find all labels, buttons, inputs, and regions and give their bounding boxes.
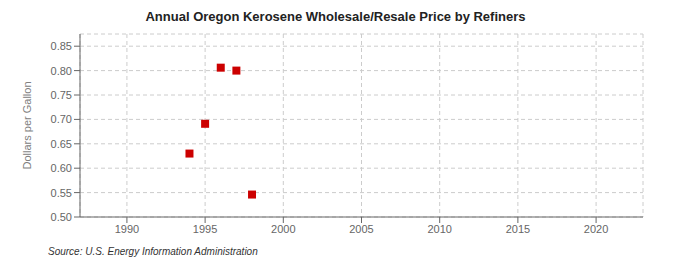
svg-text:0.75: 0.75 <box>51 89 72 101</box>
svg-text:0.55: 0.55 <box>51 187 72 199</box>
svg-text:Dollars per Gallon: Dollars per Gallon <box>21 81 33 169</box>
svg-text:0.80: 0.80 <box>51 65 72 77</box>
svg-text:2020: 2020 <box>584 223 608 235</box>
svg-text:2015: 2015 <box>506 223 530 235</box>
svg-text:0.65: 0.65 <box>51 138 72 150</box>
html-text:Source: U.S. Energy Informatio: Source: U.S. Energy Information Administ… <box>48 246 258 257</box>
svg-text:1995: 1995 <box>193 223 217 235</box>
svg-text:2005: 2005 <box>349 223 373 235</box>
svg-text:0.70: 0.70 <box>51 113 72 125</box>
svg-text:2010: 2010 <box>427 223 451 235</box>
svg-text:0.60: 0.60 <box>51 162 72 174</box>
svg-text:0.50: 0.50 <box>51 211 72 223</box>
html-text:Annual Oregon Kerosene Wholesa: Annual Oregon Kerosene Wholesale/Resale … <box>145 9 526 24</box>
svg-text:0.85: 0.85 <box>51 40 72 52</box>
svg-text:1990: 1990 <box>115 223 139 235</box>
svg-text:2000: 2000 <box>271 223 295 235</box>
